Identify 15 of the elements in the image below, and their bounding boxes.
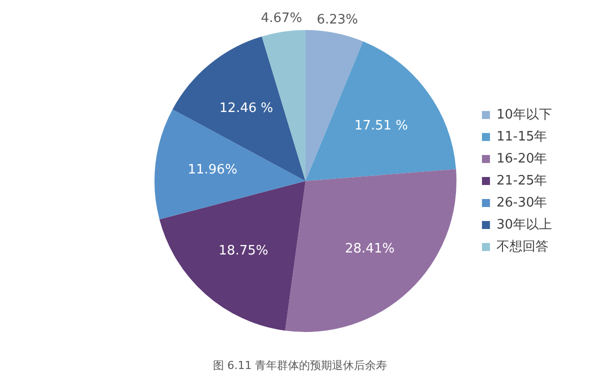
legend-label: 不想回答 — [496, 239, 548, 254]
data-label: 11.96% — [188, 162, 238, 178]
caption: 图 6.11 青年群体的预期退休后余寿 — [212, 358, 388, 373]
data-label: 12.46 % — [219, 100, 274, 116]
legend-label: 21-25年 — [496, 173, 548, 188]
legend-label: 10年以下 — [496, 107, 552, 122]
legend-label: 26-30年 — [496, 195, 548, 210]
data-label: 4.67% — [260, 11, 302, 26]
legend-label: 16-20年 — [496, 151, 548, 166]
legend-label: 11-15年 — [496, 129, 548, 144]
legend-label: 30年以上 — [496, 217, 552, 232]
data-label: 6.23% — [316, 12, 358, 28]
data-label: 18.75% — [218, 243, 268, 258]
data-label: 17.51 % — [354, 118, 408, 134]
data-label: 28.41% — [344, 241, 395, 256]
